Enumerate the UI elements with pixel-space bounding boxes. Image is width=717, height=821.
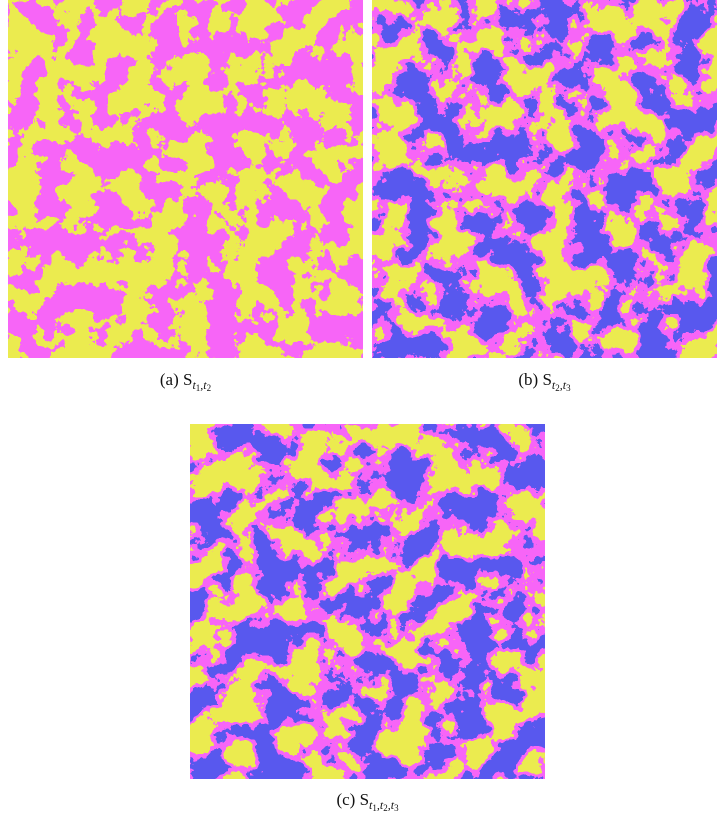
subscript-separator: , bbox=[387, 798, 391, 813]
caption-label: (b) bbox=[518, 370, 539, 389]
caption-subscript: t2,t3 bbox=[551, 378, 571, 394]
subscript-separator: , bbox=[376, 798, 380, 813]
map-pixels bbox=[372, 0, 717, 358]
caption: (c) St1,t2,t3 bbox=[190, 790, 545, 813]
subscript-var: t bbox=[390, 798, 395, 813]
segmentation-map bbox=[372, 0, 717, 358]
subscript-var: t bbox=[369, 798, 373, 813]
caption-subscript: t1,t2 bbox=[192, 378, 212, 394]
subscript-var: t bbox=[203, 378, 207, 393]
caption-subscript: t1,t2,t3 bbox=[369, 798, 399, 814]
subscript-index: 3 bbox=[566, 383, 571, 394]
caption: (b) St2,t3 bbox=[372, 370, 717, 393]
subscript-index: 2 bbox=[555, 383, 560, 394]
segmentation-map bbox=[8, 0, 363, 358]
map-pixels bbox=[190, 424, 545, 779]
caption: (a) St1,t2 bbox=[8, 370, 363, 393]
subscript-var: t bbox=[379, 798, 384, 813]
caption-symbol: S bbox=[542, 370, 552, 389]
segmentation-map bbox=[190, 424, 545, 779]
subscript-var: t bbox=[551, 378, 556, 393]
subscript-index: 1 bbox=[372, 803, 377, 814]
subscript-separator: , bbox=[559, 378, 563, 393]
subscript-separator: , bbox=[200, 378, 204, 393]
subscript-index: 1 bbox=[195, 383, 201, 394]
subscript-index: 2 bbox=[206, 383, 212, 394]
subscript-var: t bbox=[562, 378, 567, 393]
subscript-var: t bbox=[192, 378, 196, 393]
caption-label: (c) bbox=[336, 790, 356, 809]
subscript-index: 2 bbox=[383, 803, 388, 814]
subscript-index: 3 bbox=[394, 803, 399, 814]
map-pixels bbox=[8, 0, 363, 358]
caption-symbol: S bbox=[182, 370, 193, 389]
caption-symbol: S bbox=[359, 790, 370, 809]
caption-label: (a) bbox=[159, 370, 179, 389]
